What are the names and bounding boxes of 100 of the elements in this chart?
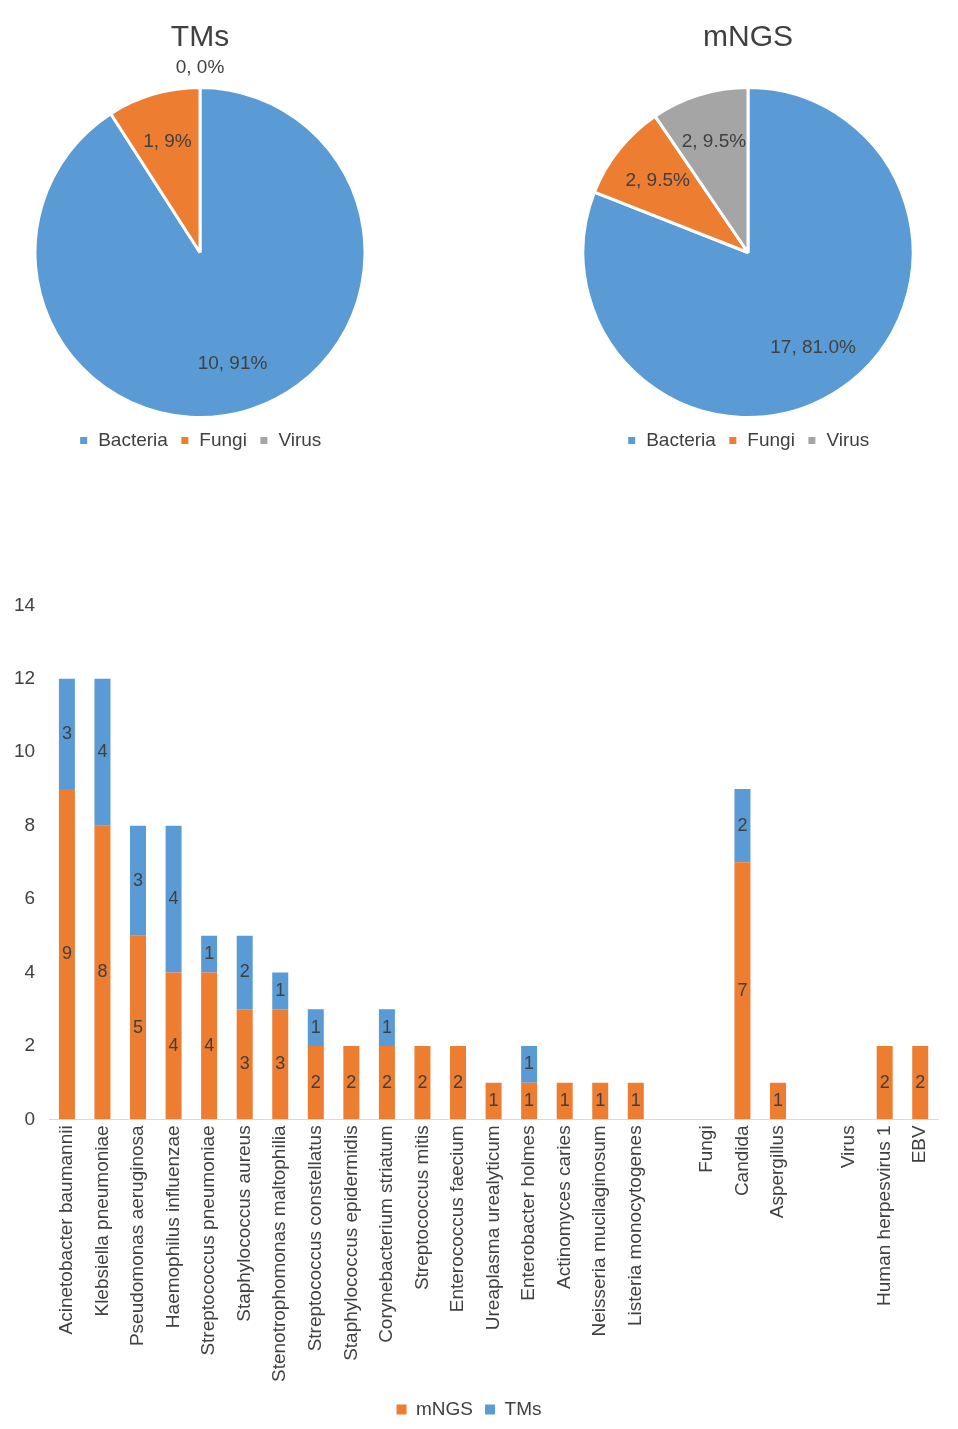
x-tick-label: EBV bbox=[908, 1125, 930, 1164]
x-tick-label: Haemophilus influenzae bbox=[161, 1125, 183, 1329]
data-label: 1 bbox=[275, 979, 286, 1000]
y-tick-label: 4 bbox=[24, 960, 36, 982]
legend-label: Virus bbox=[826, 428, 870, 450]
x-tick-label: Streptococcus pneumoniae bbox=[197, 1125, 219, 1356]
legend-label: Fungi bbox=[199, 428, 247, 450]
x-tick-label: Pseudomonas aeruginosa bbox=[126, 1124, 148, 1347]
data-label: 1 bbox=[524, 1053, 535, 1074]
bar bbox=[414, 1045, 431, 1120]
data-label: 1 bbox=[488, 1089, 499, 1110]
x-tick-label: Human herpesvirus 1 bbox=[872, 1125, 894, 1306]
data-label: 5 bbox=[133, 1016, 144, 1037]
y-tick-label: 12 bbox=[13, 667, 36, 689]
bar bbox=[236, 935, 253, 1010]
x-tick-label: Enterococcus faecium bbox=[446, 1125, 468, 1313]
data-label: 1 bbox=[630, 1089, 641, 1110]
x-tick-label: Staphylococcus epidermidis bbox=[339, 1125, 361, 1361]
data-label: 10, 91% bbox=[197, 351, 268, 373]
bar bbox=[58, 788, 75, 1120]
data-label: 2 bbox=[346, 1071, 357, 1092]
bar bbox=[876, 1045, 893, 1120]
bar bbox=[307, 1009, 324, 1046]
bar bbox=[556, 1082, 573, 1120]
data-label: 1 bbox=[773, 1089, 784, 1110]
bar bbox=[58, 678, 75, 789]
legend-label: Virus bbox=[278, 428, 322, 450]
text: 0, 0% bbox=[175, 55, 225, 77]
bar bbox=[307, 1045, 324, 1120]
data-label: 3 bbox=[239, 1053, 250, 1074]
x-tick-label: Corynebacterium striatum bbox=[375, 1125, 397, 1343]
bar bbox=[201, 935, 218, 973]
legend-label: Bacteria bbox=[98, 428, 169, 450]
y-tick-label: 6 bbox=[24, 887, 36, 909]
bar bbox=[627, 1082, 644, 1120]
data-label: 2, 9.5% bbox=[625, 168, 691, 190]
x-tick-label: Listeria monocytogenes bbox=[624, 1125, 646, 1327]
bar bbox=[450, 1045, 467, 1120]
y-tick-label: 2 bbox=[24, 1034, 36, 1056]
bar bbox=[165, 825, 182, 973]
data-label: 8 bbox=[97, 961, 108, 982]
x-tick-label: Klebsiella pneumoniae bbox=[90, 1125, 112, 1317]
legend-label: TMs bbox=[504, 1397, 542, 1419]
data-label: 9 bbox=[61, 943, 72, 964]
bar bbox=[378, 1009, 395, 1046]
bar bbox=[734, 862, 751, 1120]
bar bbox=[201, 972, 218, 1120]
bar bbox=[130, 825, 147, 936]
chart-title: mNGS bbox=[703, 19, 793, 53]
data-label: 2 bbox=[879, 1071, 890, 1092]
bar bbox=[272, 1009, 289, 1120]
data-label: 2 bbox=[915, 1071, 926, 1092]
y-tick-label: 10 bbox=[13, 740, 36, 762]
x-tick-label: Neisseria mucilaginosum bbox=[588, 1125, 610, 1337]
y-tick-label: 8 bbox=[24, 813, 36, 835]
legend-label: Bacteria bbox=[646, 428, 717, 450]
y-tick-label: 0 bbox=[24, 1107, 36, 1129]
data-label: 1 bbox=[559, 1089, 570, 1110]
data-label: 4 bbox=[168, 888, 179, 909]
data-label: 4 bbox=[168, 1034, 179, 1055]
bar bbox=[94, 825, 111, 1120]
data-label: 2 bbox=[381, 1071, 392, 1092]
x-tick-label: Streptococcus mitis bbox=[410, 1125, 432, 1291]
data-label: 3 bbox=[275, 1053, 286, 1074]
bar bbox=[165, 972, 182, 1120]
data-label: 3 bbox=[133, 869, 144, 890]
data-label: 2 bbox=[737, 814, 748, 835]
data-label: 7 bbox=[737, 979, 748, 1000]
x-tick-label: Aspergillus bbox=[766, 1125, 788, 1219]
data-label: 2, 9.5% bbox=[681, 130, 747, 152]
data-label: 2 bbox=[453, 1071, 464, 1092]
x-tick-label: Staphylococcus aureus bbox=[232, 1125, 254, 1322]
data-label: 2 bbox=[310, 1071, 321, 1092]
y-tick-label: 14 bbox=[13, 593, 36, 615]
data-label: 1 bbox=[310, 1016, 321, 1037]
data-label: 1 bbox=[595, 1089, 606, 1110]
bar bbox=[734, 788, 751, 863]
bar bbox=[521, 1045, 538, 1083]
data-label: 2 bbox=[239, 961, 250, 982]
data-label: 17, 81.0% bbox=[770, 336, 856, 358]
x-tick-label: Stenotrophomonas maltophilia bbox=[268, 1124, 290, 1383]
bar bbox=[94, 678, 111, 826]
legend-label: mNGS bbox=[416, 1397, 474, 1419]
bar bbox=[236, 1009, 253, 1120]
data-label: 3 bbox=[61, 722, 72, 743]
bar bbox=[378, 1045, 395, 1120]
chart-title: TMs bbox=[170, 19, 230, 53]
x-tick-label: Acinetobacter baumannii bbox=[55, 1125, 77, 1335]
data-label: 4 bbox=[97, 741, 108, 762]
bar bbox=[130, 935, 147, 1120]
x-tick-label: Enterobacter holmes bbox=[517, 1125, 539, 1301]
data-label: 1 bbox=[204, 943, 215, 964]
x-tick-label: Actinomyces caries bbox=[552, 1125, 574, 1290]
x-tick-label: Streptococcus constellatus bbox=[304, 1125, 326, 1352]
x-tick-label: Virus bbox=[837, 1125, 859, 1169]
bar bbox=[912, 1045, 929, 1120]
data-label: 2 bbox=[417, 1071, 428, 1092]
data-label: 1 bbox=[524, 1089, 535, 1110]
bar bbox=[485, 1082, 502, 1120]
bar bbox=[343, 1045, 360, 1120]
